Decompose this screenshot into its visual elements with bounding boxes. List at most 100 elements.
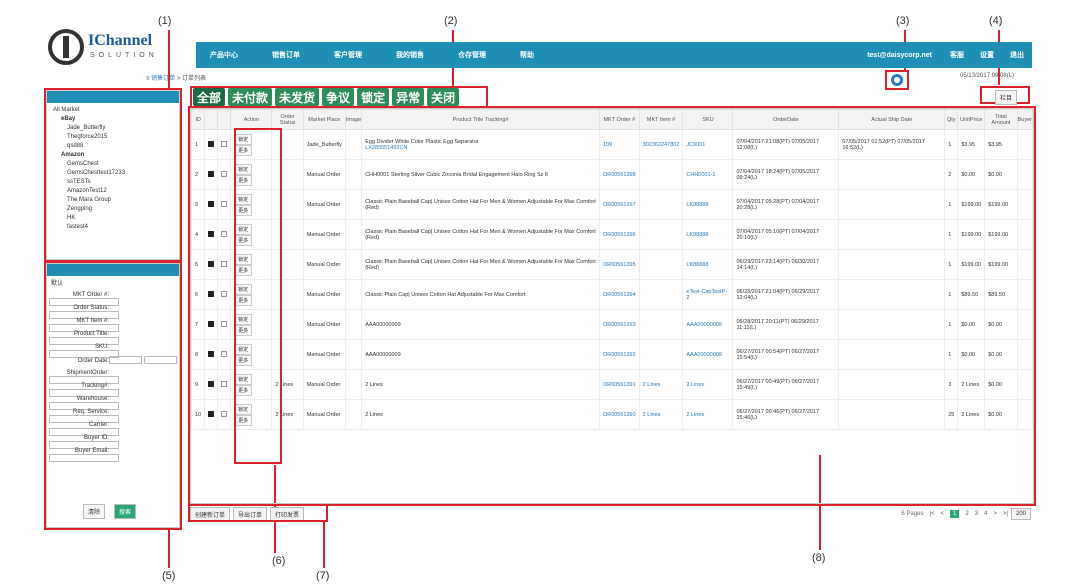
sku-field[interactable] [49,350,119,358]
page-first[interactable]: |< [929,511,935,517]
tracking-field[interactable] [49,389,119,397]
store-amazon-4[interactable]: AmazonTest12 [67,188,107,194]
cell-sku[interactable]: LK88888 [682,189,734,220]
store-all[interactable]: All Market [53,107,80,113]
tracking-number[interactable]: LX289551492CN [365,144,408,151]
store-amazon-5[interactable]: The Mara Group [67,197,112,203]
column-header[interactable]: Buyer [1016,109,1033,130]
mkt-item-field[interactable] [49,324,119,332]
nav-help[interactable]: 帮助 [520,52,534,59]
store-amazon-7[interactable]: HK [67,215,76,221]
row-checkbox[interactable] [221,230,228,237]
warehouse-select[interactable] [49,402,119,410]
column-header[interactable]: SKU [682,109,734,130]
req-service-select[interactable] [49,415,119,423]
nav-products[interactable]: 产品中心 [210,52,238,59]
cell-order[interactable]: OR00561395 [598,249,640,280]
carrier-select[interactable] [49,428,119,436]
column-header[interactable]: Order Status [271,109,304,130]
column-header[interactable] [204,109,219,130]
nav-customers[interactable]: 客户管理 [334,52,362,59]
cell-item[interactable] [638,279,684,310]
table-row[interactable]: 8 锁定更多 Manual Order AAA00000009 OR00561392 AA… [191,339,1033,370]
cell-order[interactable]: OR00561397 [598,189,640,220]
refresh-icon[interactable] [891,74,903,86]
cell-item[interactable] [638,249,684,280]
mkt-order-field[interactable] [49,298,119,306]
table-row[interactable]: 4 锁定更多 Manual Order Classic Plain Baseball … [191,219,1033,250]
tab-exception[interactable]: 异常 [392,88,425,106]
shipment-order-field[interactable] [49,376,119,384]
column-header[interactable]: Market Place [302,109,346,130]
filter-preset[interactable]: 默认 [51,281,64,287]
store-ebay[interactable]: eBay [61,116,76,122]
order-date-to[interactable] [143,356,177,364]
buyer-id-field[interactable] [49,441,119,449]
page-3[interactable]: 3 [974,511,979,517]
search-button[interactable]: 搜索 [114,504,137,519]
cell-item[interactable] [638,219,684,250]
row-checkbox[interactable] [221,200,228,207]
product-title-field[interactable] [49,337,119,345]
column-settings-button[interactable]: 栏目 [995,90,1018,105]
nav-inventory[interactable]: 仓存管理 [458,52,486,59]
nav-support[interactable]: 客服 [950,52,964,59]
clear-button[interactable]: 清除 [83,504,106,519]
tab-dispute[interactable]: 争议 [322,88,355,106]
page-last[interactable]: >| [1002,511,1008,517]
table-row[interactable]: 10 锁定更多 2 Lines Manual Order 2 Lines OR005613… [191,399,1033,430]
nav-logout[interactable]: 退出 [1010,52,1024,59]
order-status-select[interactable] [49,311,119,319]
row-checkbox[interactable] [221,170,228,177]
cell-sku[interactable]: eTest-CapTestP-2 [682,279,734,310]
cell-order[interactable]: OR00561390 [598,399,640,430]
store-amazon-6[interactable]: Zengping [67,206,93,212]
row-checkbox[interactable] [221,410,228,417]
row-checkbox[interactable] [221,140,228,147]
store-ebay-2[interactable]: Thegforce2015 [67,134,108,140]
cell-sku[interactable]: JC0001 [682,129,734,160]
breadcrumb-home[interactable]: 销售订单 [151,76,176,82]
column-header[interactable]: MKT Order # [598,109,640,130]
store-amazon[interactable]: Amazon [61,152,85,158]
cell-item[interactable] [638,339,684,370]
page-4[interactable]: 4 [984,511,988,517]
cell-sku[interactable]: CHH0001-1 [682,159,734,190]
tab-locked[interactable]: 锁定 [357,88,390,106]
buyer-email-field[interactable] [49,454,119,462]
tab-unshipped[interactable]: 未发货 [275,88,320,106]
tab-unpaid[interactable]: 未付款 [228,88,273,106]
row-checkbox[interactable] [221,290,228,297]
user-email[interactable]: test@daisycorp.net [867,51,932,59]
store-amazon-1[interactable]: GemsChest [67,161,99,167]
cell-item[interactable]: 2 Lines [638,369,684,400]
store-ebay-1[interactable]: Jade_Butterfly [67,125,106,131]
page-size-select[interactable]: 200 [1010,508,1031,520]
page-2[interactable]: 2 [965,511,969,517]
page-prev[interactable]: < [940,511,945,517]
cell-sku[interactable]: LK88888 [682,249,734,280]
cell-sku[interactable]: 2 Lines [682,369,734,400]
cell-order[interactable]: OR00561392 [598,339,640,370]
cell-order[interactable]: OR00561391 [598,369,640,400]
cell-sku[interactable]: 2 Lines [682,399,734,430]
store-amazon-3[interactable]: ssTESTs [67,179,91,185]
store-ebay-3[interactable]: qsd88 [67,143,84,149]
order-date-from[interactable] [109,356,142,364]
cell-order[interactable]: OR00561394 [598,279,640,310]
table-row[interactable]: 9 锁定更多 2 Lines Manual Order 2 Lines OR0056139… [191,369,1033,400]
row-checkbox[interactable] [221,350,228,357]
nav-settings[interactable]: 设置 [980,52,994,59]
page-1[interactable]: 1 [950,510,960,518]
table-row[interactable]: 7 锁定更多 Manual Order AAA00000009 OR00561393 AA… [191,309,1033,340]
nav-my-sales[interactable]: 我的销售 [396,52,424,59]
page-next[interactable]: > [993,511,997,517]
tab-all[interactable]: 全部 [193,88,226,106]
table-row[interactable]: 6 锁定更多 Manual Order Classic Plain Cap| Unis… [191,279,1033,310]
row-checkbox[interactable] [221,260,228,267]
row-checkbox[interactable] [221,380,228,387]
tab-closed[interactable]: 关闭 [427,88,460,106]
column-header[interactable]: Image [344,109,363,130]
store-amazon-2[interactable]: GemsChesttest17233 [67,170,126,176]
store-amazon-8[interactable]: fastest4 [67,224,89,230]
